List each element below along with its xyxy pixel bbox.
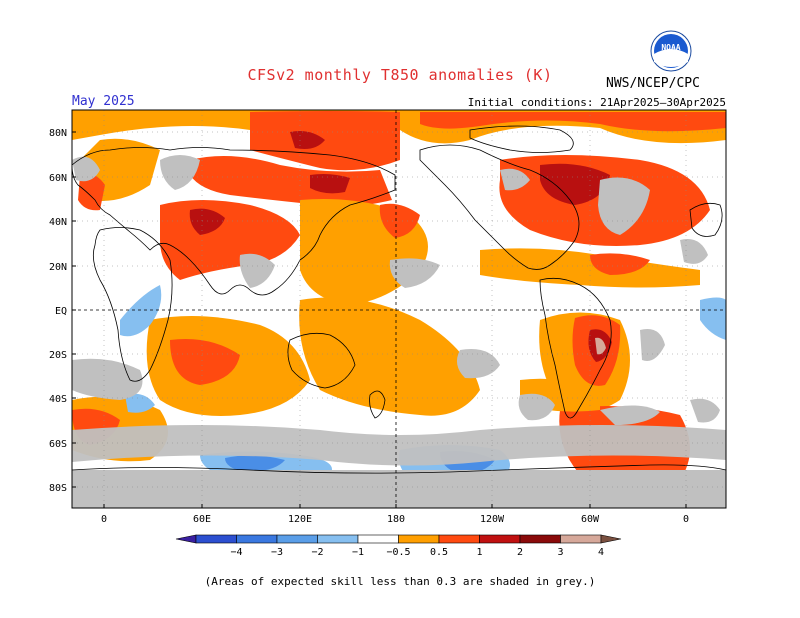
colorbar-swatch <box>276 534 318 544</box>
valid-period: May 2025 <box>72 94 135 109</box>
colorbar-label: 4 <box>598 547 604 558</box>
colorbar-label: −4 <box>230 547 242 558</box>
map-frame <box>71 109 727 509</box>
lon-label: 60E <box>193 514 211 525</box>
colorbar-label: −0.5 <box>386 547 410 558</box>
lat-label: 60N <box>49 173 67 184</box>
latitude-labels: 80N 60N 40N 20N EQ 20S 40S 60S 80S <box>49 128 76 494</box>
colorbar-arrow-left <box>175 534 197 544</box>
colorbar-label: 3 <box>557 547 563 558</box>
lat-label: 20N <box>49 262 67 273</box>
lon-label: 180 <box>387 514 405 525</box>
colorbar-swatch <box>357 534 399 544</box>
anomaly-field <box>72 110 726 508</box>
agency-label: NWS/NCEP/CPC <box>606 76 700 91</box>
lat-label: 60S <box>49 439 67 450</box>
noaa-logo: NOAA <box>650 30 692 72</box>
colorbar-label: 0.5 <box>430 547 448 558</box>
initial-conditions: Initial conditions: 21Apr2025–30Apr2025 <box>467 96 726 109</box>
colorbar-swatch <box>560 534 602 544</box>
colorbar <box>175 534 622 544</box>
lat-label: 80N <box>49 128 67 139</box>
colorbar-swatch <box>479 534 521 544</box>
lon-label: 120W <box>480 514 505 525</box>
lat-label: 80S <box>49 483 67 494</box>
longitude-labels: 0 60E 120E 180 120W 60W 0 <box>101 504 689 525</box>
colorbar-swatch <box>317 534 359 544</box>
lat-label: 40S <box>49 394 67 405</box>
logo-text: NOAA <box>661 43 680 52</box>
lon-label: 0 <box>683 514 689 525</box>
colorbar-swatch <box>398 534 440 544</box>
chart-title: CFSv2 monthly T850 anomalies (K) <box>247 66 553 84</box>
coastlines <box>72 125 726 474</box>
graticule <box>72 110 726 508</box>
colorbar-label: 2 <box>517 547 523 558</box>
colorbar-arrow-right <box>600 534 622 544</box>
lon-label: 120E <box>288 514 312 525</box>
colorbar-swatch <box>195 534 237 544</box>
colorbar-label: 1 <box>476 547 482 558</box>
lat-label: 20S <box>49 350 67 361</box>
colorbar-swatch <box>438 534 480 544</box>
colorbar-label: −1 <box>352 547 364 558</box>
colorbar-labels: −4 −3 −2 −1 −0.5 0.5 1 2 3 4 <box>230 547 604 558</box>
lon-label: 0 <box>101 514 107 525</box>
lat-label: 40N <box>49 217 67 228</box>
colorbar-label: −2 <box>311 547 323 558</box>
skill-footnote: (Areas of expected skill less than 0.3 a… <box>204 575 596 588</box>
reference-lines <box>72 110 726 508</box>
lon-label: 60W <box>581 514 600 525</box>
lat-label: EQ <box>55 306 67 317</box>
colorbar-swatch <box>519 534 561 544</box>
colorbar-label: −3 <box>271 547 283 558</box>
colorbar-swatch <box>236 534 278 544</box>
